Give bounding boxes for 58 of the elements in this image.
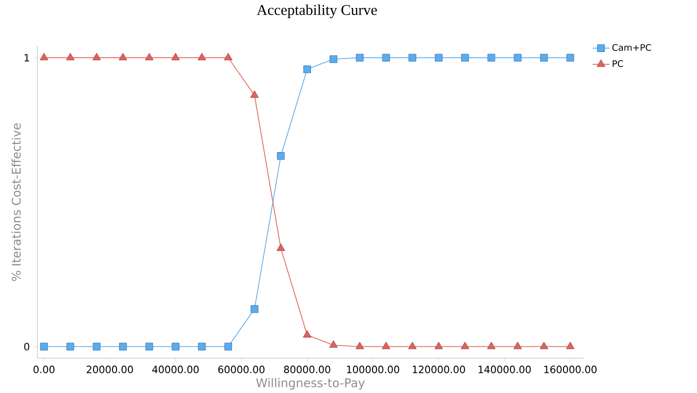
y-tick-label: 1 (24, 54, 29, 62)
point (172, 342, 180, 350)
point (198, 342, 206, 350)
point (118, 52, 128, 60)
point (224, 342, 232, 350)
point (460, 342, 470, 350)
point (92, 52, 101, 60)
point (66, 342, 74, 350)
x-tick-label: 80000.00 (284, 366, 330, 374)
point (461, 54, 469, 62)
point (224, 52, 232, 60)
point (250, 305, 258, 313)
point (540, 54, 548, 62)
point (276, 244, 286, 251)
point (382, 342, 390, 350)
x-tick-label: 0.00 (34, 366, 54, 374)
x-tick-label: 40000.00 (152, 366, 199, 374)
y-tick-label: 0 (24, 342, 30, 350)
point (250, 90, 259, 98)
y-axis-title: % Iterations Cost-Effective (11, 123, 21, 281)
x-tick-label: 120000.00 (412, 366, 465, 374)
point (566, 342, 574, 350)
point (487, 54, 496, 62)
x-tick-label: 20000.00 (86, 366, 133, 374)
point (276, 152, 285, 160)
point (487, 342, 496, 350)
x-tick-label: 140000.00 (478, 366, 531, 374)
point (408, 54, 416, 62)
x-axis-title: Willingness-to-Pay (256, 378, 365, 390)
point (434, 342, 443, 350)
chart-title: Acceptability Curve (256, 4, 377, 18)
point (119, 342, 127, 350)
x-tick-label: 100000.00 (347, 366, 400, 374)
legend-label: PC (612, 60, 624, 68)
point (302, 330, 312, 338)
x-tick-label: 160000.00 (544, 366, 597, 374)
point (540, 342, 548, 350)
point (356, 54, 364, 62)
legend-label: Cam+PC (612, 44, 652, 51)
point (145, 342, 154, 350)
point (40, 52, 48, 60)
point (198, 52, 206, 60)
point (329, 340, 338, 348)
point (66, 52, 75, 60)
point (171, 52, 180, 60)
point (40, 342, 48, 350)
point (330, 55, 338, 64)
point (514, 54, 522, 62)
x-tick-label: 60000.00 (218, 366, 264, 374)
point (566, 54, 574, 62)
point (434, 54, 443, 62)
point (303, 65, 311, 74)
point (356, 342, 364, 350)
point (145, 52, 154, 60)
point (408, 342, 417, 350)
point (92, 342, 100, 350)
point (513, 342, 522, 350)
point (382, 54, 390, 62)
